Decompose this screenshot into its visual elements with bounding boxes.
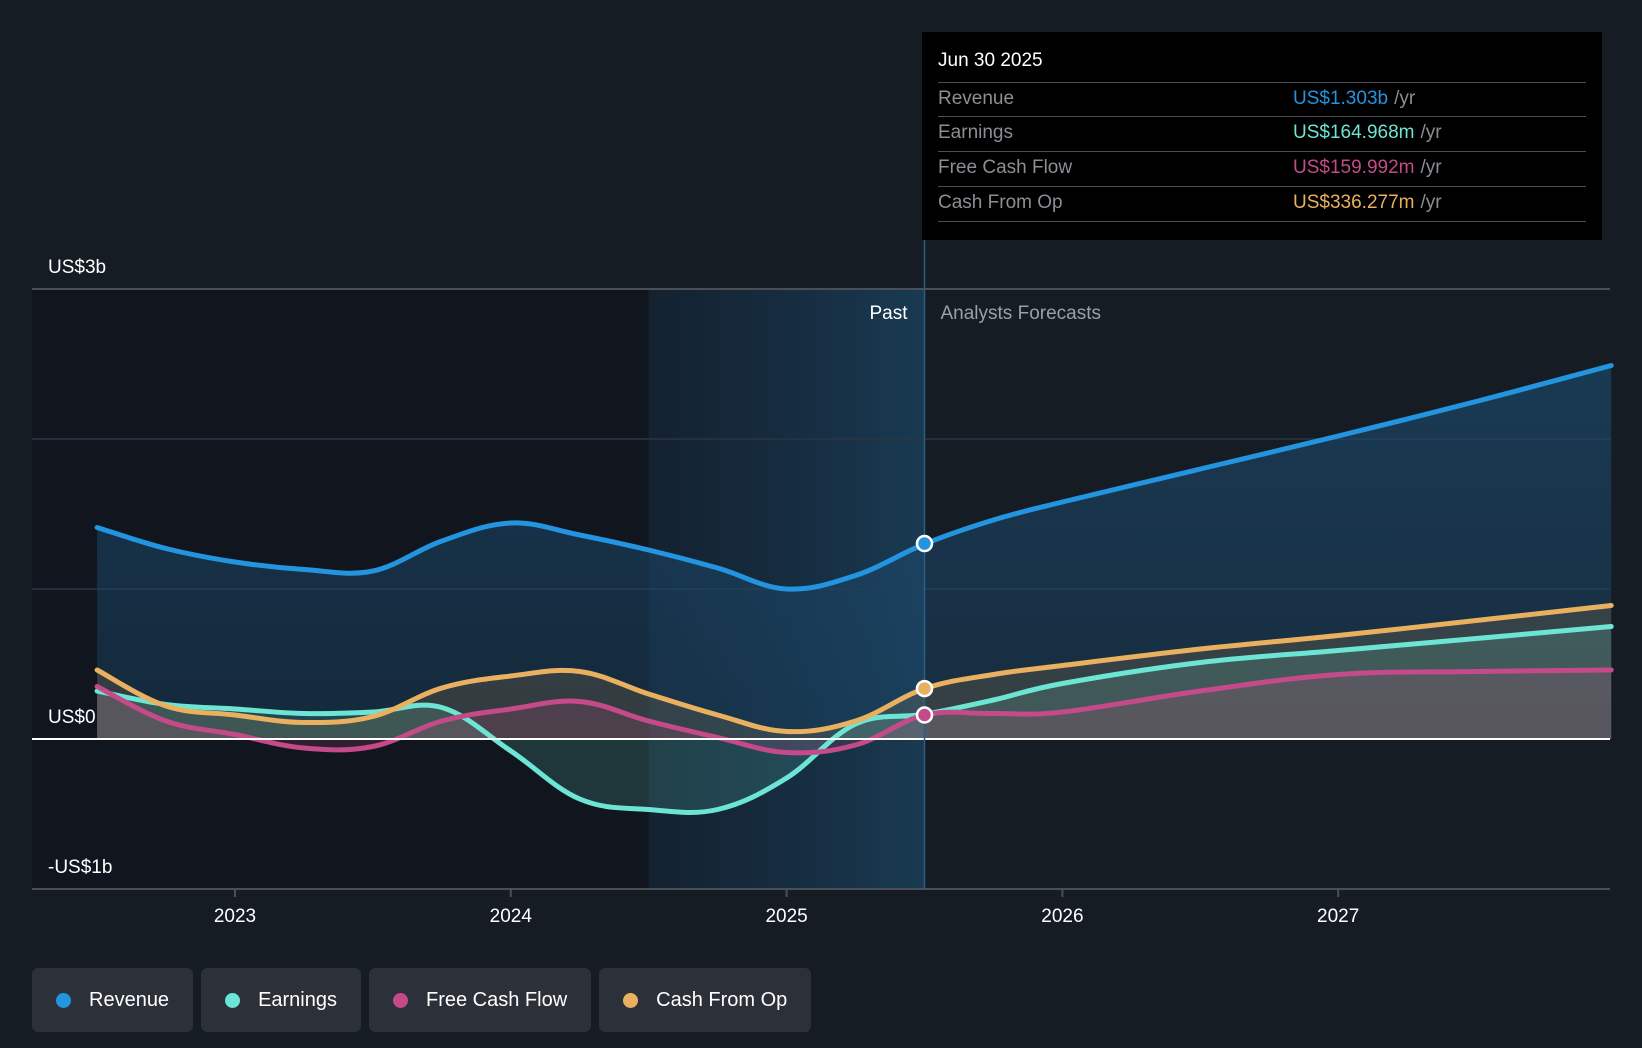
- legend-item-free-cash-flow[interactable]: Free Cash Flow: [369, 968, 591, 1032]
- past-label: Past: [869, 303, 908, 324]
- x-tick-label: 2023: [214, 906, 256, 927]
- tooltip-row-earnings: Earnings US$164.968m/yr: [938, 116, 1586, 151]
- tooltip-row-cash-from-op: Cash From Op US$336.277m/yr: [938, 186, 1586, 222]
- forecast-label: Analysts Forecasts: [941, 303, 1102, 324]
- x-tick-label: 2024: [490, 906, 533, 927]
- tooltip-value: US$336.277m/yr: [1293, 192, 1442, 214]
- legend: Revenue Earnings Free Cash Flow Cash Fro…: [32, 968, 811, 1032]
- tooltip-label: Cash From Op: [938, 192, 1063, 214]
- free-cash-flow-marker: [917, 708, 932, 723]
- legend-label: Earnings: [258, 989, 337, 1012]
- x-tick-label: 2026: [1041, 906, 1083, 927]
- legend-item-cash-from-op[interactable]: Cash From Op: [599, 968, 811, 1032]
- tooltip-value: US$164.968m/yr: [1293, 122, 1442, 144]
- y-tick-label: US$3b: [48, 257, 106, 278]
- tooltip-label: Earnings: [938, 122, 1013, 144]
- legend-item-earnings[interactable]: Earnings: [201, 968, 361, 1032]
- cash-from-op-dot-icon: [623, 993, 638, 1008]
- tooltip-row-free-cash-flow: Free Cash Flow US$159.992m/yr: [938, 151, 1586, 186]
- earnings-dot-icon: [225, 993, 240, 1008]
- legend-item-revenue[interactable]: Revenue: [32, 968, 193, 1032]
- x-tick-label: 2025: [765, 906, 807, 927]
- legend-label: Cash From Op: [656, 989, 787, 1012]
- cash-from-op-marker: [917, 681, 932, 696]
- tooltip: Jun 30 2025 Revenue US$1.303b/yr Earning…: [922, 32, 1602, 240]
- y-tick-label: US$0: [48, 707, 96, 728]
- revenue-marker: [917, 536, 932, 551]
- tooltip-value: US$1.303b/yr: [1293, 88, 1415, 110]
- tooltip-label: Revenue: [938, 88, 1014, 110]
- x-tick-label: 2027: [1317, 906, 1359, 927]
- legend-label: Free Cash Flow: [426, 989, 567, 1012]
- y-tick-label: -US$1b: [48, 857, 112, 878]
- free-cash-flow-dot-icon: [393, 993, 408, 1008]
- tooltip-row-revenue: Revenue US$1.303b/yr: [938, 82, 1586, 117]
- legend-label: Revenue: [89, 989, 169, 1012]
- revenue-dot-icon: [56, 993, 71, 1008]
- tooltip-value: US$159.992m/yr: [1293, 157, 1442, 179]
- tooltip-date: Jun 30 2025: [938, 50, 1043, 72]
- tooltip-label: Free Cash Flow: [938, 157, 1072, 179]
